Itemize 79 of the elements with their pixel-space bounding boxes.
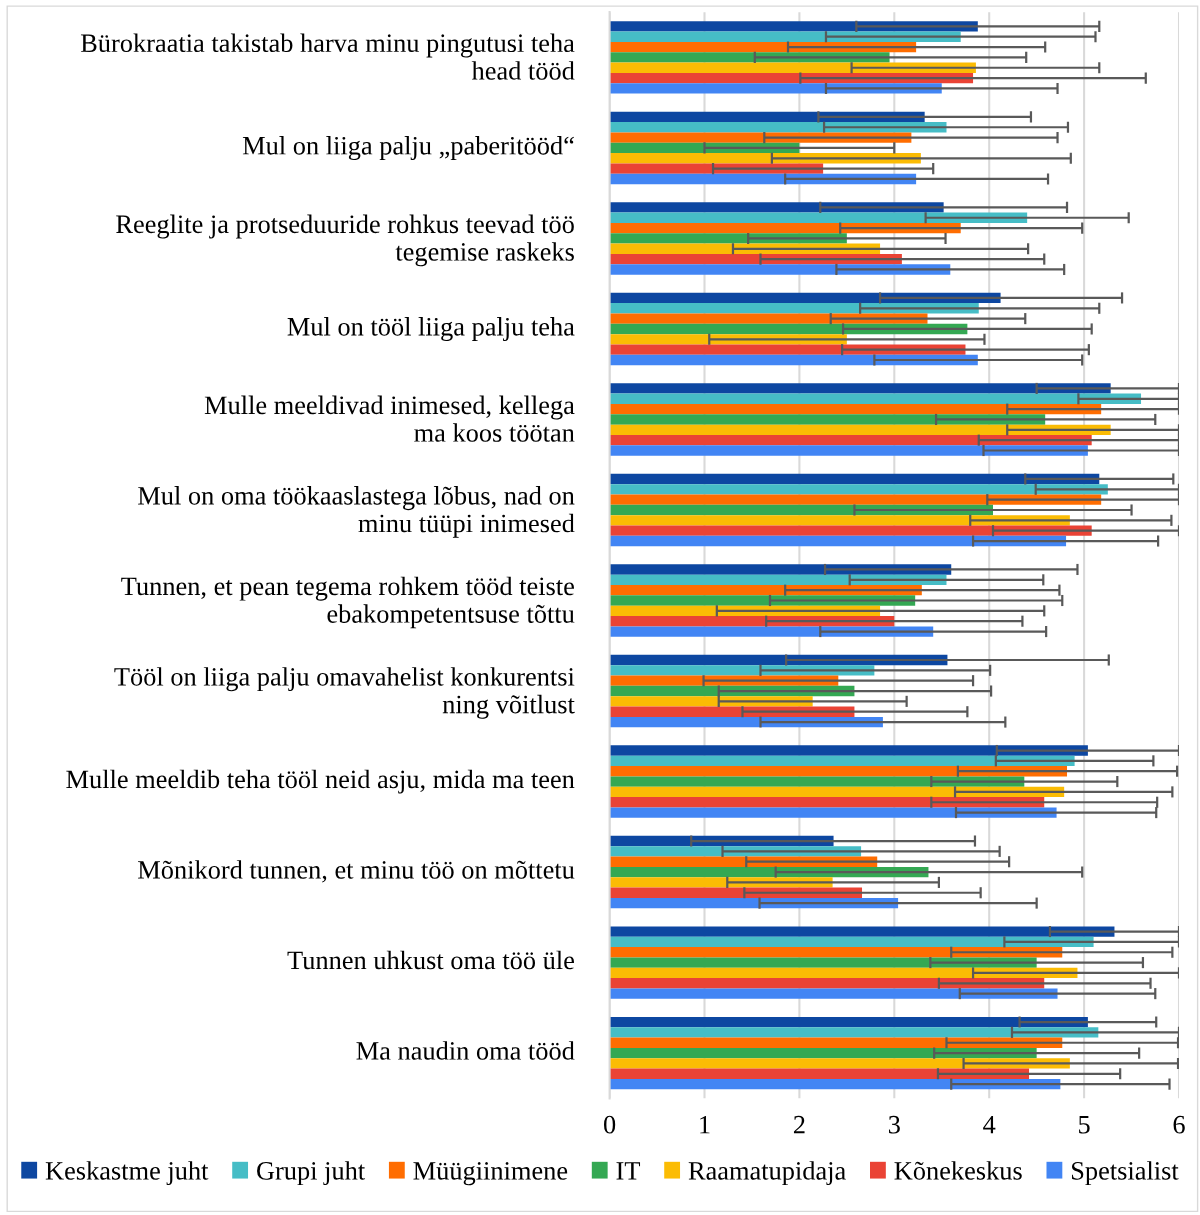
bar — [609, 745, 1088, 756]
x-tick-label: 4 — [983, 1115, 996, 1134]
bar — [609, 766, 1068, 777]
bar — [609, 212, 1028, 223]
x-tick-label: 1 — [700, 1115, 710, 1134]
bar — [609, 574, 947, 585]
y-tick-label: Mulle meeldivad inimesed, kellega ma koos töötan — [204, 395, 575, 442]
x-tick-label: 5 — [1079, 1116, 1090, 1134]
x-tick-label: 2 — [793, 1115, 805, 1134]
x-tick-label: 3 — [888, 1115, 900, 1134]
legend-label: Grupi juht — [257, 1161, 366, 1186]
bar — [609, 313, 928, 324]
bar — [609, 1078, 1061, 1090]
legend-label: Kõnekeskus — [894, 1161, 1022, 1180]
bar — [609, 776, 1025, 787]
bar — [609, 897, 899, 909]
bar — [609, 83, 942, 94]
legend-label: Keskastme juht — [45, 1161, 209, 1186]
bar — [609, 535, 1067, 547]
bar — [609, 292, 1001, 304]
bar — [609, 988, 1058, 999]
legend-label: IT — [616, 1162, 641, 1180]
bar — [609, 344, 966, 355]
y-tick-label: Tunnen, et pean tegema rohkem tööd teiste ebakompetentsuse tõttu — [121, 576, 575, 629]
bar — [609, 807, 1057, 818]
bar — [609, 936, 1094, 948]
y-tick-label: Ma naudin oma tööd — [356, 1041, 575, 1060]
y-tick-label: Mul on liiga palju „paberitööd“ — [242, 136, 574, 161]
bar — [609, 445, 1088, 456]
bar — [609, 716, 883, 728]
legend-label: Müügiinimene — [413, 1162, 568, 1186]
y-tick-label: Mulle meeldib teha tööl neid asju, mida ma teen — [66, 769, 575, 794]
bar — [609, 525, 1092, 536]
bar — [609, 414, 1046, 425]
bar — [609, 383, 1111, 394]
x-tick-label: 0 — [604, 1115, 616, 1134]
bar — [609, 755, 1075, 767]
bar — [609, 1068, 1030, 1079]
bar — [609, 626, 934, 637]
bar — [609, 393, 1142, 404]
bar — [609, 111, 925, 123]
bar — [609, 494, 1102, 505]
bar — [609, 403, 1102, 415]
bar — [609, 21, 978, 32]
bar — [609, 967, 1078, 979]
bar — [609, 354, 978, 366]
bar — [609, 665, 875, 676]
bar — [609, 797, 1045, 808]
bar — [609, 1037, 1063, 1048]
bar — [609, 515, 1070, 526]
bar — [609, 786, 1065, 798]
bar — [609, 947, 1063, 958]
bar — [609, 978, 1045, 989]
y-tick-label: Tööl on liiga palju omavahelist konkurentsi ning võitlust — [114, 667, 575, 719]
bar — [609, 926, 1115, 937]
bar — [609, 435, 1092, 446]
bar — [609, 222, 961, 234]
bar — [609, 866, 929, 878]
bar — [609, 41, 917, 53]
bar — [609, 72, 974, 84]
bar — [609, 1016, 1088, 1028]
legend-label: Raamatupidaja — [688, 1161, 846, 1186]
bar — [609, 473, 1100, 485]
bar — [609, 957, 1037, 968]
y-tick-label: Mul on oma töökaaslastega lõbus, nad on minu tüüpi inimesed — [138, 486, 575, 538]
bar — [609, 484, 1108, 495]
bar — [609, 1058, 1070, 1069]
y-tick-label: Mul on tööl liiga palju teha — [287, 317, 575, 342]
bar — [609, 303, 979, 314]
x-tick-label: 6 — [1173, 1115, 1185, 1134]
bar — [609, 1027, 1099, 1038]
y-tick-label: Mõnikord tunnen, et minu töö on mõttetu — [138, 860, 575, 883]
bar — [609, 1047, 1037, 1059]
y-tick-label: Bürokraatia takistab harva minu pingutusi teha head tööd — [80, 33, 575, 80]
bar — [609, 323, 968, 335]
y-tick-label: Tunnen uhkust oma töö üle — [287, 950, 574, 970]
y-tick-label: Reeglite ja protseduuride rohkus teevad töö tegemise raskeks — [116, 214, 574, 267]
legend-label: Spetsialist — [1072, 1161, 1179, 1186]
bar — [609, 424, 1111, 435]
